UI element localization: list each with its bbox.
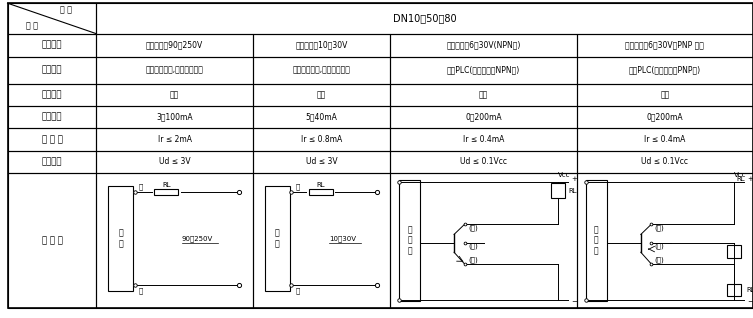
Text: 开
关: 开 关 <box>275 229 280 248</box>
Text: RL: RL <box>316 182 325 188</box>
Text: RL: RL <box>736 176 745 182</box>
Text: 5～40mA: 5～40mA <box>306 113 337 121</box>
Text: 10～30V: 10～30V <box>329 235 356 242</box>
Text: 应用场合: 应用场合 <box>41 66 62 75</box>
Text: Ir ≤ 2mA: Ir ≤ 2mA <box>157 135 192 144</box>
Text: DN10～50、80: DN10～50、80 <box>393 13 456 24</box>
Text: 通 召: 通 召 <box>60 5 72 14</box>
Text: 输入PLC(输入模块为NPN型): 输入PLC(输入模块为NPN型) <box>447 66 520 75</box>
Text: 直流三线制6～30V（PNP 型）: 直流三线制6～30V（PNP 型） <box>626 41 704 50</box>
Text: Ud ≤ 3V: Ud ≤ 3V <box>159 157 191 166</box>
Text: (黄): (黄) <box>655 243 664 249</box>
Text: RL: RL <box>162 182 171 188</box>
Text: 开关压降: 开关压降 <box>41 157 62 166</box>
Text: Ir ≤ 0.4mA: Ir ≤ 0.4mA <box>645 135 685 144</box>
Text: (黑): (黑) <box>468 257 477 264</box>
Text: 主
回
路: 主 回 路 <box>407 225 412 255</box>
Text: (黄): (黄) <box>468 243 477 249</box>
Text: 开
关: 开 关 <box>118 229 123 248</box>
Text: (黑): (黑) <box>655 257 664 264</box>
Text: 直流三线制6～30V(NPN型): 直流三线制6～30V(NPN型) <box>447 41 520 50</box>
Text: 3～100mA: 3～100mA <box>157 113 193 121</box>
Text: 0～200mA: 0～200mA <box>465 113 501 121</box>
Text: 常开: 常开 <box>170 90 179 99</box>
Text: 输出形式: 输出形式 <box>41 90 62 99</box>
Text: 开关型式: 开关型式 <box>41 41 62 50</box>
Text: RL: RL <box>569 188 578 194</box>
Text: 参 数: 参 数 <box>26 21 38 30</box>
Text: 红: 红 <box>295 183 300 190</box>
Text: Vcc: Vcc <box>558 172 570 178</box>
Text: 带动交流线圈,交流信号灯等: 带动交流线圈,交流信号灯等 <box>146 66 203 75</box>
Text: 接 线 图: 接 线 图 <box>41 236 62 245</box>
Text: Ud ≤ 0.1Vcc: Ud ≤ 0.1Vcc <box>460 157 507 166</box>
Text: 输入PLC(输入模块为PNP型): 输入PLC(输入模块为PNP型) <box>629 66 701 75</box>
Text: (红): (红) <box>655 224 664 231</box>
Text: 主
回
路: 主 回 路 <box>594 225 599 255</box>
Text: 带动直流线圈,直流信号灯等: 带动直流线圈,直流信号灯等 <box>293 66 350 75</box>
Text: 黑: 黑 <box>139 288 143 294</box>
Text: (红): (红) <box>468 224 477 231</box>
Text: 90～250V: 90～250V <box>181 235 212 242</box>
Text: 交流二线制90～250V: 交流二线制90～250V <box>146 41 203 50</box>
Text: Ir ≤ 0.8mA: Ir ≤ 0.8mA <box>301 135 342 144</box>
Text: +: + <box>747 176 753 182</box>
Text: 常开: 常开 <box>479 90 488 99</box>
Text: Ud ≤ 3V: Ud ≤ 3V <box>306 157 337 166</box>
Text: 漏 电 流: 漏 电 流 <box>41 135 62 144</box>
Text: RL: RL <box>746 287 753 293</box>
Text: Vcc: Vcc <box>734 172 746 178</box>
Text: Ud ≤ 0.1Vcc: Ud ≤ 0.1Vcc <box>642 157 688 166</box>
Text: 黑: 黑 <box>139 183 143 190</box>
Text: 常开: 常开 <box>317 90 326 99</box>
Text: 直流二线制10～30V: 直流二线制10～30V <box>295 41 348 50</box>
Text: +: + <box>571 176 577 182</box>
Text: 黑: 黑 <box>295 288 300 294</box>
Text: 0～200mA: 0～200mA <box>647 113 683 121</box>
Text: 常开: 常开 <box>660 90 669 99</box>
Text: Ir ≤ 0.4mA: Ir ≤ 0.4mA <box>463 135 504 144</box>
Text: 输出电流: 输出电流 <box>41 113 62 121</box>
Text: −: − <box>571 299 577 305</box>
Text: −: − <box>747 299 753 305</box>
